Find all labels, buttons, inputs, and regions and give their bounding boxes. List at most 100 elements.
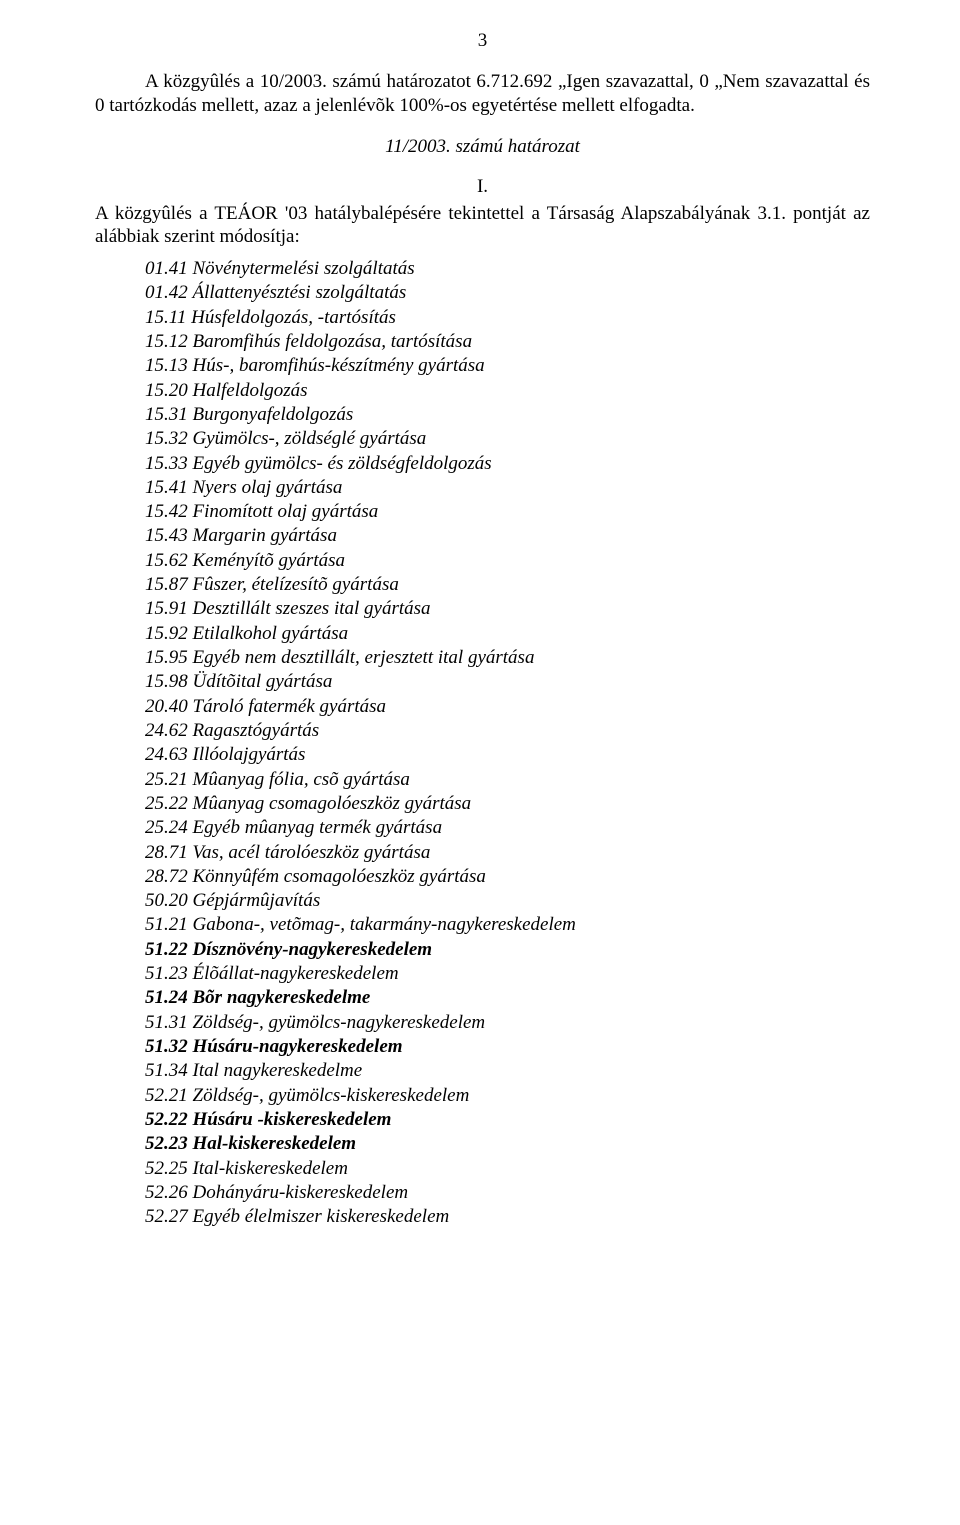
activity-label: Egyéb gyümölcs- és zöldségfeldolgozás xyxy=(193,453,492,474)
activity-code: 52.27 xyxy=(145,1206,188,1227)
activity-item: 51.34 Ital nagykereskedelme xyxy=(145,1059,870,1083)
activity-label: Halfeldolgozás xyxy=(193,380,308,401)
activity-code: 15.62 xyxy=(145,550,188,571)
activity-item: 52.25 Ital-kiskereskedelem xyxy=(145,1157,870,1181)
activity-label: Dohányáru-kiskereskedelem xyxy=(193,1182,409,1203)
activity-item: 51.23 Élõállat-nagykereskedelem xyxy=(145,962,870,986)
activity-code: 52.26 xyxy=(145,1182,188,1203)
activity-code: 51.21 xyxy=(145,914,188,935)
activity-code: 15.11 xyxy=(145,307,186,328)
activity-label: Keményítõ gyártása xyxy=(193,550,346,571)
activity-label: Állattenyésztési szolgáltatás xyxy=(193,282,407,303)
activity-label: Egyéb élelmiszer kiskereskedelem xyxy=(193,1206,450,1227)
activity-label: Növénytermelési szolgáltatás xyxy=(193,258,415,279)
activity-label: Desztillált szeszes ital gyártása xyxy=(193,598,431,619)
activity-code: 15.13 xyxy=(145,355,188,376)
activity-code: 51.22 xyxy=(145,939,188,960)
activity-label: Margarin gyártása xyxy=(193,525,337,546)
activity-item: 15.92 Etilalkohol gyártása xyxy=(145,622,870,646)
activity-code: 15.43 xyxy=(145,525,188,546)
activity-code: 24.63 xyxy=(145,744,188,765)
activity-item: 52.21 Zöldség-, gyümölcs-kiskereskedelem xyxy=(145,1084,870,1108)
activity-label: Húsáru -kiskereskedelem xyxy=(193,1109,392,1130)
activity-item: 15.13 Hús-, baromfihús-készítmény gyártá… xyxy=(145,354,870,378)
activity-label: Mûanyag csomagolóeszköz gyártása xyxy=(193,793,472,814)
activity-code: 25.24 xyxy=(145,817,188,838)
activity-code: 51.32 xyxy=(145,1036,188,1057)
activity-code: 24.62 xyxy=(145,720,188,741)
activity-code: 15.41 xyxy=(145,477,188,498)
activity-label: Ital-kiskereskedelem xyxy=(193,1158,348,1179)
activity-item: 52.23 Hal-kiskereskedelem xyxy=(145,1132,870,1156)
activity-label: Dísznövény-nagykereskedelem xyxy=(193,939,433,960)
activity-code: 15.12 xyxy=(145,331,188,352)
activity-item: 15.32 Gyümölcs-, zöldséglé gyártása xyxy=(145,427,870,451)
activity-label: Finomított olaj gyártása xyxy=(193,501,379,522)
activity-item: 51.31 Zöldség-, gyümölcs-nagykereskedele… xyxy=(145,1011,870,1035)
activity-label: Egyéb mûanyag termék gyártása xyxy=(193,817,443,838)
activity-label: Könnyûfém csomagolóeszköz gyártása xyxy=(193,866,486,887)
activity-item: 50.20 Gépjármûjavítás xyxy=(145,889,870,913)
activity-item: 51.32 Húsáru-nagykereskedelem xyxy=(145,1035,870,1059)
activity-label: Tároló fatermék gyártása xyxy=(193,696,387,717)
activity-code: 15.98 xyxy=(145,671,188,692)
activity-item: 15.87 Fûszer, ételízesítõ gyártása xyxy=(145,573,870,597)
activity-item: 25.22 Mûanyag csomagolóeszköz gyártása xyxy=(145,792,870,816)
activity-item: 25.21 Mûanyag fólia, csõ gyártása xyxy=(145,768,870,792)
activity-item: 15.95 Egyéb nem desztillált, erjesztett … xyxy=(145,646,870,670)
activity-list: 01.41 Növénytermelési szolgáltatás01.42 … xyxy=(95,257,870,1230)
activity-label: Húsfeldolgozás, -tartósítás xyxy=(191,307,396,328)
activity-code: 50.20 xyxy=(145,890,188,911)
activity-label: Ragasztógyártás xyxy=(193,720,320,741)
activity-item: 15.98 Üdítõital gyártása xyxy=(145,670,870,694)
activity-code: 15.20 xyxy=(145,380,188,401)
activity-code: 52.21 xyxy=(145,1085,188,1106)
activity-item: 24.62 Ragasztógyártás xyxy=(145,719,870,743)
roman-numeral: I. xyxy=(95,176,870,198)
activity-item: 15.62 Keményítõ gyártása xyxy=(145,549,870,573)
activity-code: 52.22 xyxy=(145,1109,188,1130)
activity-item: 15.91 Desztillált szeszes ital gyártása xyxy=(145,597,870,621)
activity-label: Gépjármûjavítás xyxy=(193,890,321,911)
activity-item: 24.63 Illóolajgyártás xyxy=(145,743,870,767)
activity-label: Zöldség-, gyümölcs-nagykereskedelem xyxy=(193,1012,486,1033)
activity-code: 51.31 xyxy=(145,1012,188,1033)
activity-code: 51.34 xyxy=(145,1060,188,1081)
activity-item: 15.20 Halfeldolgozás xyxy=(145,379,870,403)
activity-label: Üdítõital gyártása xyxy=(193,671,333,692)
activity-item: 25.24 Egyéb mûanyag termék gyártása xyxy=(145,816,870,840)
activity-item: 15.41 Nyers olaj gyártása xyxy=(145,476,870,500)
activity-item: 51.24 Bõr nagykereskedelme xyxy=(145,986,870,1010)
activity-item: 52.27 Egyéb élelmiszer kiskereskedelem xyxy=(145,1205,870,1229)
activity-item: 28.71 Vas, acél tárolóeszköz gyártása xyxy=(145,841,870,865)
activity-code: 01.42 xyxy=(145,282,188,303)
activity-code: 25.22 xyxy=(145,793,188,814)
activity-label: Egyéb nem desztillált, erjesztett ital g… xyxy=(193,647,535,668)
activity-label: Nyers olaj gyártása xyxy=(193,477,343,498)
intro-paragraph: A közgyûlés a TEÁOR '03 hatálybalépésére… xyxy=(95,202,870,250)
activity-item: 01.41 Növénytermelési szolgáltatás xyxy=(145,257,870,281)
activity-item: 15.12 Baromfihús feldolgozása, tartósítá… xyxy=(145,330,870,354)
activity-label: Ital nagykereskedelme xyxy=(193,1060,363,1081)
activity-code: 15.92 xyxy=(145,623,188,644)
activity-item: 15.42 Finomított olaj gyártása xyxy=(145,500,870,524)
activity-label: Gyümölcs-, zöldséglé gyártása xyxy=(193,428,427,449)
activity-code: 15.91 xyxy=(145,598,188,619)
activity-item: 52.22 Húsáru -kiskereskedelem xyxy=(145,1108,870,1132)
activity-item: 15.43 Margarin gyártása xyxy=(145,524,870,548)
activity-code: 15.33 xyxy=(145,453,188,474)
resolution-subtitle: 11/2003. számú határozat xyxy=(95,136,870,158)
activity-code: 15.95 xyxy=(145,647,188,668)
activity-label: Hús-, baromfihús-készítmény gyártása xyxy=(193,355,485,376)
activity-item: 15.31 Burgonyafeldolgozás xyxy=(145,403,870,427)
activity-label: Hal-kiskereskedelem xyxy=(193,1133,357,1154)
activity-code: 51.23 xyxy=(145,963,188,984)
activity-code: 52.25 xyxy=(145,1158,188,1179)
activity-code: 15.31 xyxy=(145,404,188,425)
activity-item: 15.33 Egyéb gyümölcs- és zöldségfeldolgo… xyxy=(145,452,870,476)
activity-code: 15.32 xyxy=(145,428,188,449)
activity-label: Fûszer, ételízesítõ gyártása xyxy=(193,574,399,595)
activity-label: Vas, acél tárolóeszköz gyártása xyxy=(193,842,431,863)
resolution-paragraph: A közgyûlés a 10/2003. számú határozatot… xyxy=(95,70,870,118)
activity-label: Húsáru-nagykereskedelem xyxy=(193,1036,403,1057)
